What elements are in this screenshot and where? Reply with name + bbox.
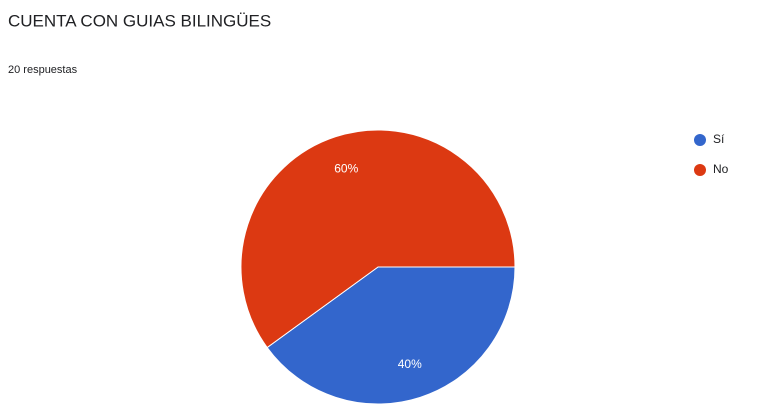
pie-slice [266,266,516,404]
chart-title: CUENTA CON GUIAS BILINGÜES [8,11,271,30]
legend-swatch [694,164,706,176]
chart-subtitle: 20 respuestas [8,64,78,76]
legend-label: No [713,162,729,176]
data-label: 40% [398,357,422,371]
legend-label: Sí [713,132,725,146]
pie-slice [240,129,516,349]
legend-swatch [694,134,706,146]
data-label: 60% [334,161,358,175]
